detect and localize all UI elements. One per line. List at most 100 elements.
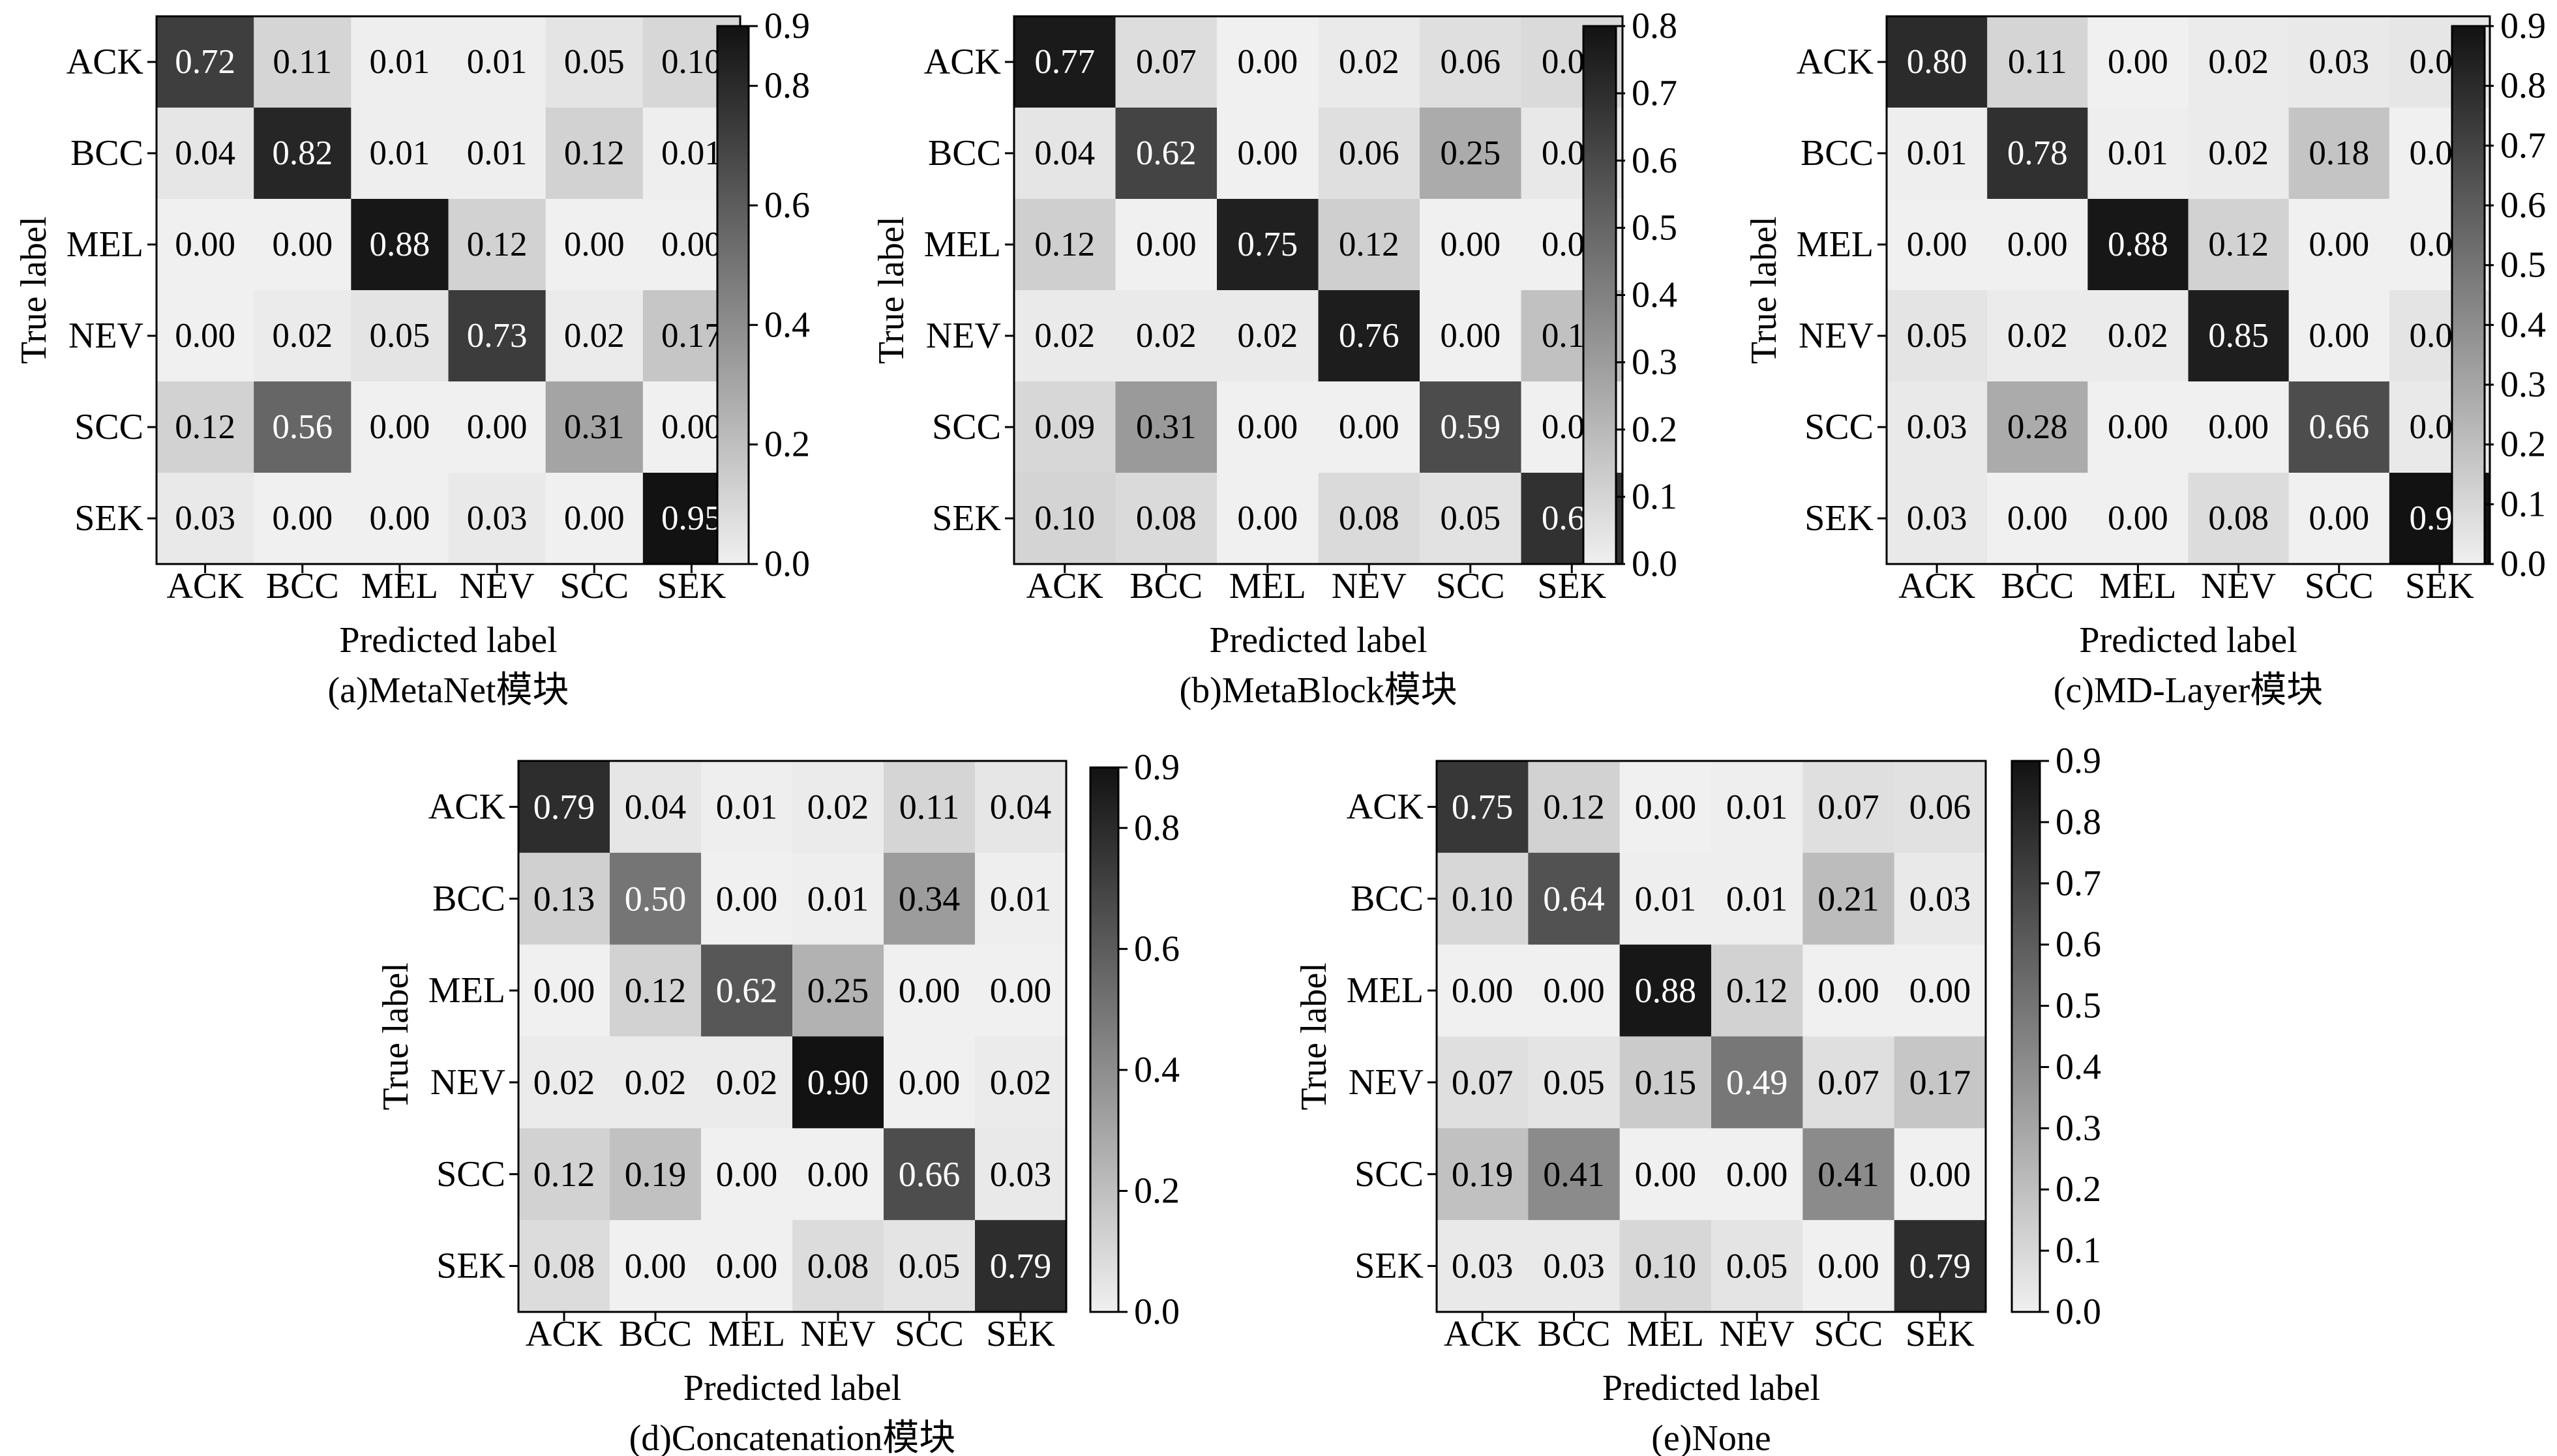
panel-caption: (b)MetaBlock模块: [1179, 670, 1457, 711]
cell-value-label: 0.00: [1909, 1155, 1971, 1194]
cell-value-label: 0.80: [1907, 43, 1967, 81]
cell-value-label: 0.00: [2007, 499, 2068, 537]
heatmap-cell: [545, 199, 644, 291]
cell-value-label: 0.19: [1452, 1155, 1514, 1194]
colorbar-tick-label: 0.1: [2500, 484, 2546, 524]
heatmap-cell: [610, 1128, 702, 1221]
cell-value-label: 0.13: [533, 879, 595, 918]
x-tick-label: SCC: [2305, 566, 2374, 606]
cell-value-label: 0.11: [2008, 43, 2067, 81]
x-tick-label: ACK: [166, 566, 243, 606]
heatmap-cell: [1987, 381, 2088, 473]
heatmap-cell: [254, 290, 351, 382]
colorbar-tick-label: 0.6: [2056, 925, 2101, 965]
heatmap-cell: [1619, 852, 1712, 945]
cell-value-label: 0.00: [564, 499, 625, 537]
heatmap-cell: [518, 761, 610, 854]
colorbar: [1089, 766, 1120, 1313]
cell-value-label: 0.07: [1817, 1063, 1879, 1102]
heatmap-cell: [975, 1036, 1067, 1129]
heatmap-cell: [351, 199, 449, 291]
colorbar-tick-label: 0.9: [2056, 741, 2101, 781]
colorbar-tick-label: 0.2: [1134, 1170, 1180, 1211]
colorbar-tick-label: 0.2: [2500, 424, 2546, 465]
heatmap-cell: [1619, 944, 1712, 1037]
cell-value-label: 0.02: [2007, 317, 2068, 355]
x-tick-label: NEV: [460, 566, 535, 606]
cell-value-label: 0.02: [1237, 317, 1298, 355]
cell-value-label: 0.00: [2108, 43, 2168, 81]
heatmap-cell: [1887, 16, 1988, 108]
cell-value-label: 0.00: [272, 499, 333, 537]
cell-value-label: 0.00: [2309, 226, 2369, 263]
heatmap-cell: [518, 1220, 610, 1313]
heatmap-cell: [254, 473, 351, 565]
colorbar: [2451, 25, 2486, 565]
heatmap-cell: [792, 1220, 884, 1313]
colorbar-tick-label: 0.0: [2500, 544, 2546, 584]
heatmap-cell: [1619, 761, 1712, 854]
cell-value-label: 0.12: [1726, 971, 1788, 1010]
cell-value-label: 0.00: [2309, 317, 2369, 355]
colorbar-tick-label: 0.2: [764, 424, 810, 465]
cell-value-label: 0.15: [1635, 1063, 1697, 1102]
colorbar-tick-label: 0.5: [2056, 986, 2101, 1026]
cell-value-label: 0.62: [1136, 134, 1197, 172]
heatmap-cell: [1115, 108, 1218, 200]
cell-value-label: 0.01: [661, 134, 722, 172]
colorbar-tick-label: 0.7: [2500, 125, 2546, 166]
heatmap-cell: [975, 1220, 1067, 1313]
heatmap-cell: [2087, 108, 2189, 200]
cell-value-label: 0.01: [2108, 134, 2168, 172]
heatmap-cell: [1711, 761, 1803, 854]
heatmap-cell: [1318, 381, 1420, 473]
cell-value-label: 0.00: [1237, 408, 1298, 446]
cell-value-label: 0.03: [990, 1155, 1052, 1194]
cell-value-label: 0.00: [1339, 408, 1399, 446]
colorbar-tick-label: 0.7: [2056, 863, 2101, 904]
colorbar: [2011, 760, 2041, 1313]
heatmap-cell: [157, 381, 254, 473]
cell-value-label: 0.79: [1909, 1247, 1971, 1286]
matrix-frame: [517, 760, 1068, 1313]
cell-value-label: 0.03: [1909, 879, 1971, 918]
cell-value-label: 0.50: [625, 879, 687, 918]
heatmap-cell: [1437, 852, 1529, 945]
heatmap-cell: [792, 852, 884, 945]
cell-value-label: 0.95: [661, 499, 722, 537]
cell-value-label: 0.01: [370, 43, 430, 81]
colorbar-tick-label: 0.0: [1134, 1292, 1180, 1332]
colorbar-tick-label: 0.4: [2056, 1047, 2101, 1087]
cell-value-label: 0.01: [990, 879, 1052, 918]
heatmap-cell: [2188, 290, 2290, 382]
heatmap-cell: [1987, 16, 2088, 108]
cell-value-label: 0.75: [1237, 226, 1298, 263]
cell-value-label: 0.05: [1543, 1063, 1605, 1102]
y-tick-label: NEV: [1799, 316, 1874, 356]
cell-value-label: 0.03: [1452, 1247, 1514, 1286]
heatmap-cell: [2288, 16, 2390, 108]
cell-value-label: 0.08: [1136, 499, 1197, 537]
heatmap-cell: [701, 1036, 793, 1129]
cell-value-label: 0.88: [2108, 226, 2168, 263]
heatmap-cell: [1420, 381, 1522, 473]
cell-value-label: 0.00: [1543, 971, 1605, 1010]
colorbar-tick-label: 0.4: [1632, 275, 1677, 316]
cell-value-label: 0.12: [1034, 226, 1095, 263]
y-tick-label: ACK: [924, 42, 1001, 82]
cell-value-label: 0.66: [2309, 408, 2369, 446]
y-tick-label: SEK: [1354, 1246, 1424, 1286]
cell-value-label: 0.03: [467, 499, 528, 537]
heatmap-cell: [1528, 1128, 1621, 1221]
x-tick-label: SEK: [1906, 1314, 1975, 1354]
cell-value-label: 0.03: [2309, 43, 2369, 81]
heatmap-cell: [1528, 1036, 1621, 1129]
panel-caption: (d)Concatenation模块: [629, 1418, 956, 1456]
colorbar-tick-label: 0.6: [2500, 185, 2546, 226]
y-tick-label: SCC: [74, 407, 143, 447]
cell-value-label: 0.03: [175, 499, 235, 537]
heatmap-cell: [884, 1036, 976, 1129]
x-tick-label: ACK: [526, 1314, 603, 1354]
heatmap-cell: [448, 290, 546, 382]
x-axis-label: Predicted label: [2079, 620, 2297, 661]
